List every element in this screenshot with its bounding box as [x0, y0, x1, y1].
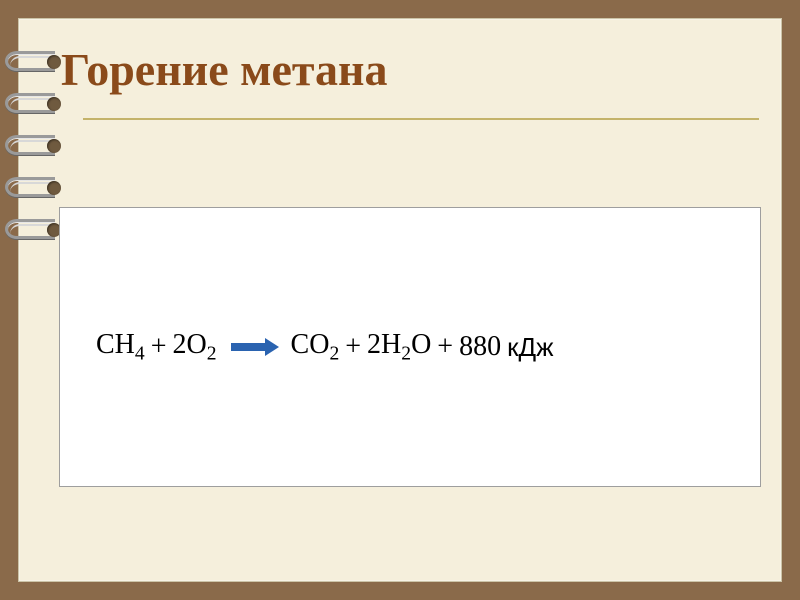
spiral-ring [9, 131, 69, 159]
molecule: CO2 [291, 329, 340, 366]
molecule: 2H2O [367, 329, 431, 366]
plus-sign: + [345, 331, 361, 363]
plus-sign: + [151, 331, 167, 363]
energy-value: 880 [459, 331, 501, 363]
spiral-ring [9, 47, 69, 75]
spiral-ring [9, 89, 69, 117]
title-divider [83, 118, 759, 120]
chemical-equation: CH4 + 2O2CO2+ 2H2O + 880 кДж [60, 329, 553, 366]
plus-sign: + [437, 331, 453, 363]
spiral-ring [9, 173, 69, 201]
slide-content: Горение метана CH4 + 2O2CO2+ 2H2O + 880 … [83, 37, 759, 563]
presentation-frame: Горение метана CH4 + 2O2CO2+ 2H2O + 880 … [0, 0, 800, 600]
molecule: 2O2 [173, 329, 217, 366]
equation-box: CH4 + 2O2CO2+ 2H2O + 880 кДж [59, 207, 761, 487]
energy-units: кДж [507, 332, 553, 363]
molecule: CH4 [96, 329, 145, 366]
slide-page: Горение метана CH4 + 2O2CO2+ 2H2O + 880 … [18, 18, 782, 582]
slide-title: Горение метана [61, 43, 759, 96]
reaction-arrow-icon [231, 341, 277, 353]
